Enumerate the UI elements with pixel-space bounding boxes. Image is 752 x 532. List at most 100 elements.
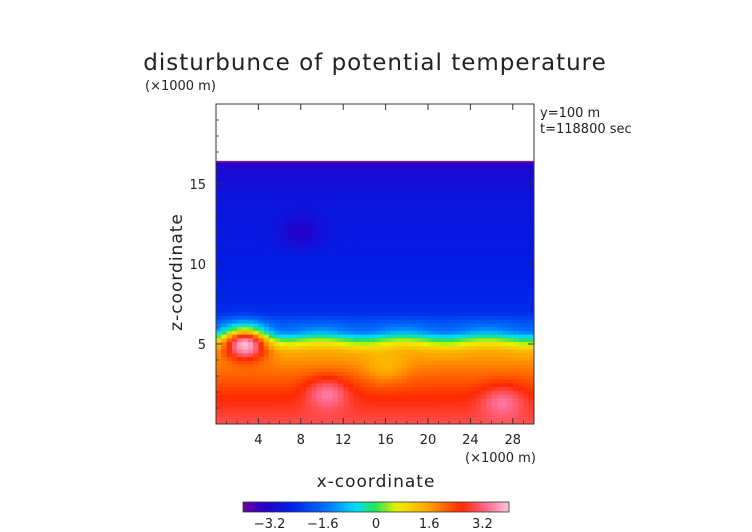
heatmap-cell: [375, 375, 381, 380]
heatmap-cell: [311, 300, 318, 305]
heatmap-cell: [475, 405, 482, 410]
heatmap-cell: [247, 394, 254, 399]
heatmap-cell: [412, 371, 418, 376]
heatmap-cell: [216, 195, 222, 200]
heatmap-cell: [306, 311, 312, 316]
heatmap-cell: [295, 217, 302, 223]
heatmap-cell: [253, 379, 259, 384]
heatmap-cell: [242, 270, 249, 275]
heatmap-cell: [247, 262, 254, 268]
heatmap-cell: [337, 349, 344, 354]
heatmap-cell: [481, 229, 487, 234]
heatmap-cell: [269, 206, 275, 211]
heatmap-cell: [443, 416, 450, 421]
heatmap-cell: [380, 172, 387, 178]
heatmap-cell: [300, 371, 307, 376]
heatmap-cell: [269, 405, 275, 410]
heatmap-cell: [221, 360, 228, 365]
heatmap-cell: [359, 296, 365, 301]
heatmap-cell: [231, 180, 238, 185]
heatmap-cell: [269, 367, 275, 373]
heatmap-cell: [459, 416, 466, 421]
heatmap-cell: [375, 195, 381, 200]
heatmap-cell: [337, 382, 344, 388]
heatmap-cell: [433, 379, 440, 384]
heatmap-cell: [512, 397, 519, 403]
heatmap-cell: [486, 341, 493, 346]
heatmap-cell: [269, 375, 275, 380]
heatmap-cell: [412, 199, 418, 204]
heatmap-cell: [279, 379, 286, 384]
heatmap-cell: [486, 161, 493, 166]
heatmap-cell: [507, 259, 514, 264]
heatmap-cell: [290, 416, 297, 421]
heatmap-cell: [242, 382, 249, 388]
heatmap-cell: [327, 270, 334, 275]
heatmap-cell: [226, 307, 233, 313]
heatmap-cell: [412, 289, 418, 294]
heatmap-cell: [369, 161, 376, 166]
heatmap-cell: [216, 356, 222, 361]
heatmap-cell: [337, 375, 344, 380]
heatmap-cell: [322, 371, 328, 376]
heatmap-cell: [417, 330, 424, 335]
heatmap-cell: [226, 379, 233, 384]
heatmap-cell: [359, 300, 365, 305]
heatmap-cell: [390, 281, 397, 286]
heatmap-cell: [258, 217, 265, 223]
heatmap-cell: [216, 409, 222, 414]
heatmap-cell: [269, 184, 275, 189]
heatmap-cell: [438, 412, 445, 418]
heatmap-cell: [507, 187, 514, 193]
heatmap-cell: [290, 169, 297, 174]
heatmap-cell: [438, 244, 445, 249]
heatmap-cell: [221, 367, 228, 373]
heatmap-cell: [491, 296, 498, 301]
heatmap-cell: [343, 382, 350, 388]
heatmap-cell: [269, 176, 275, 181]
heatmap-cell: [438, 165, 445, 170]
heatmap-cell: [290, 214, 297, 219]
x-tick-label: 12: [335, 433, 352, 448]
heatmap-cell: [290, 386, 297, 391]
heatmap-cell: [364, 161, 371, 166]
heatmap-cell: [390, 229, 397, 234]
heatmap-cell: [337, 341, 344, 346]
heatmap-cell: [226, 330, 233, 335]
heatmap-cell: [470, 322, 477, 328]
heatmap-cell: [438, 176, 445, 181]
heatmap-cell: [290, 289, 297, 294]
heatmap-cell: [353, 285, 360, 290]
heatmap-cell: [290, 394, 297, 399]
heatmap-cell: [486, 217, 493, 223]
heatmap-cell: [216, 315, 222, 320]
heatmap-cell: [518, 161, 524, 166]
heatmap-cell: [359, 214, 365, 219]
heatmap-cell: [496, 262, 503, 268]
heatmap-cell: [422, 337, 429, 343]
heatmap-cell: [401, 169, 408, 174]
heatmap-cell: [491, 337, 498, 343]
heatmap-cell: [247, 367, 254, 373]
heatmap-cell: [295, 169, 302, 174]
heatmap-cell: [454, 420, 461, 424]
heatmap-cell: [279, 244, 286, 249]
heatmap-cell: [449, 367, 456, 373]
heatmap-cell: [316, 184, 323, 189]
heatmap-cell: [428, 382, 434, 388]
heatmap-cell: [491, 217, 498, 223]
heatmap-cell: [481, 401, 487, 406]
heatmap-cell: [412, 296, 418, 301]
heatmap-cell: [502, 217, 509, 223]
heatmap-cell: [475, 401, 482, 406]
heatmap-cell: [316, 349, 323, 354]
heatmap-cell: [327, 307, 334, 313]
heatmap-cell: [295, 319, 302, 324]
heatmap-cell: [290, 352, 297, 358]
heatmap-cell: [221, 330, 228, 335]
heatmap-cell: [375, 367, 381, 373]
heatmap-cell: [263, 401, 270, 406]
heatmap-cell: [247, 289, 254, 294]
heatmap-cell: [359, 165, 365, 170]
heatmap-cell: [433, 210, 440, 215]
